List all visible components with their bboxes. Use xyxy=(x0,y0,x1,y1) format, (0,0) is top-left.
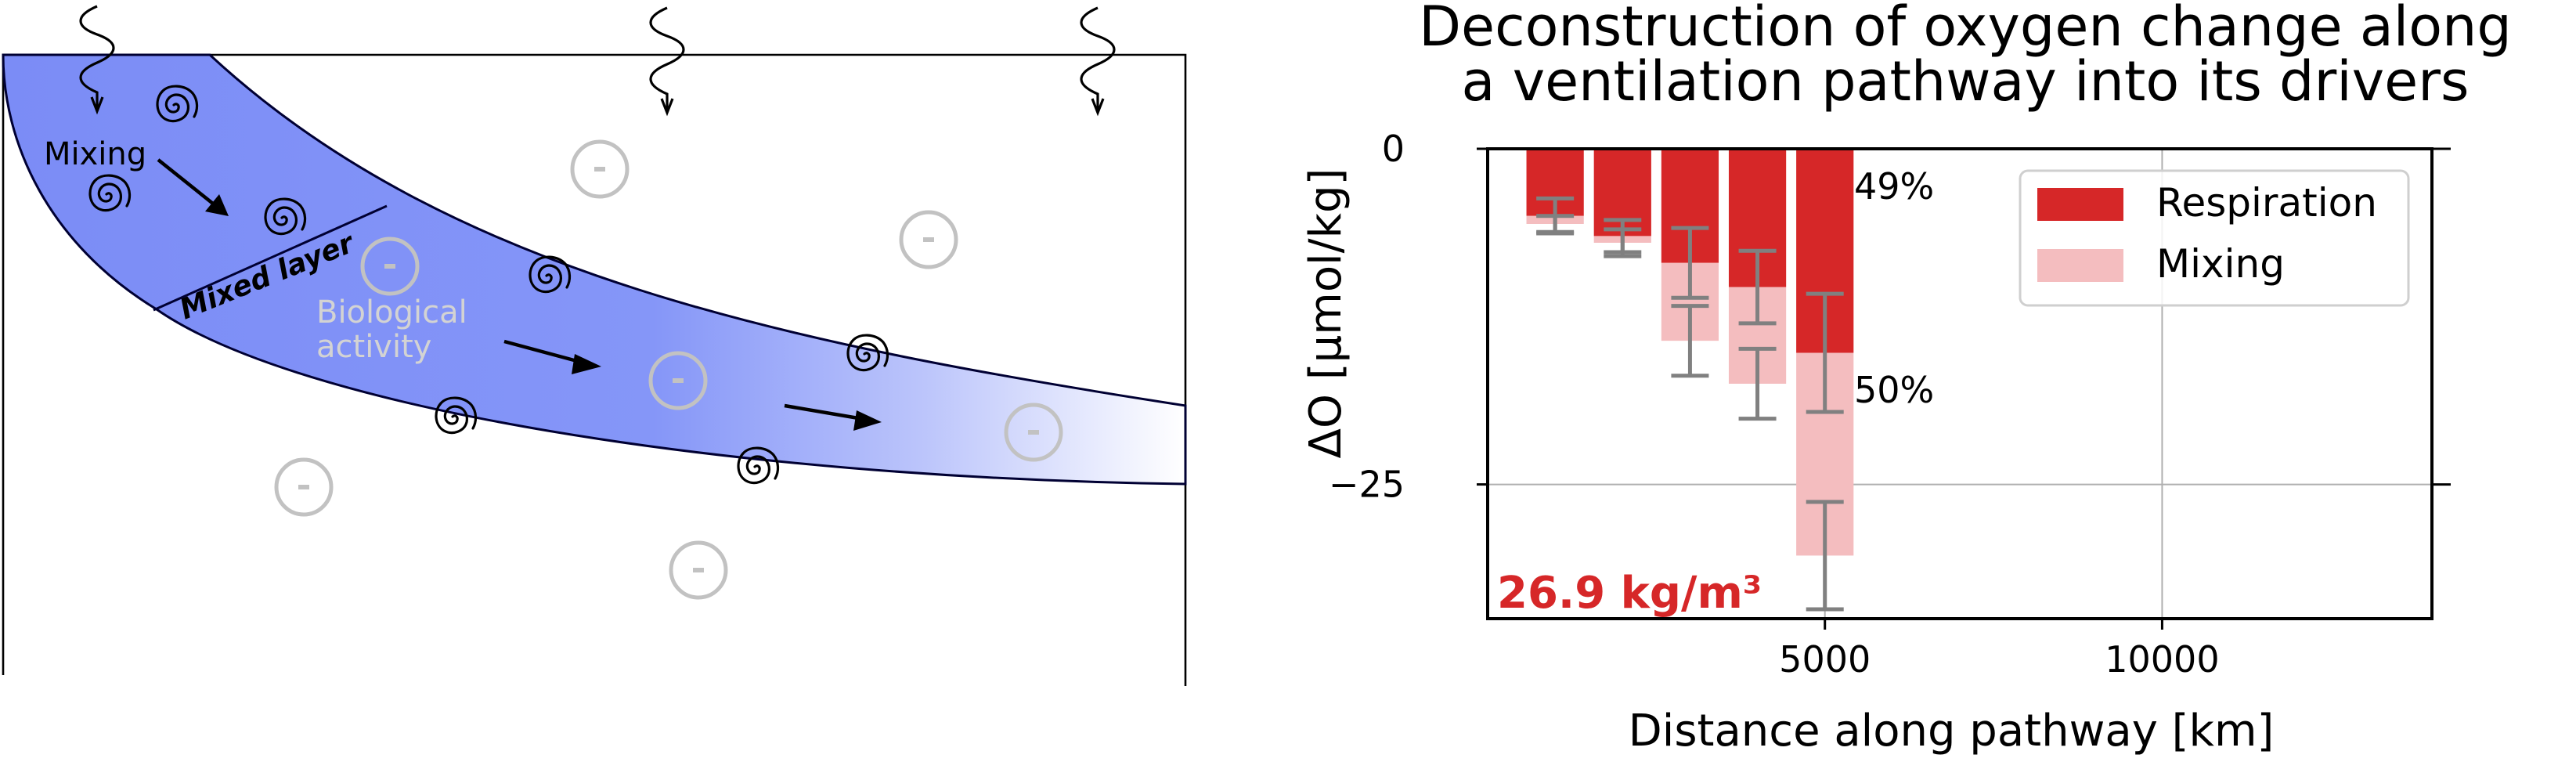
chart-title: Deconstruction of oxygen change along xyxy=(1419,0,2512,59)
consumption-icon xyxy=(572,142,627,197)
flow-arrow-icon xyxy=(784,403,882,431)
ticks: 5000 10000 0 −25 xyxy=(1329,128,2451,681)
consumption-icon xyxy=(901,212,956,267)
error-bar-respiration xyxy=(1671,226,1709,300)
error-bar-total xyxy=(1604,227,1642,258)
x-axis-label: Distance along pathway [km] xyxy=(1629,706,2275,757)
sunlight-icon xyxy=(1080,6,1116,114)
legend-swatch-mixing xyxy=(2037,249,2123,282)
y-axis-label: ΔO [μmol/kg] xyxy=(1301,168,1351,459)
error-bar-total xyxy=(1536,214,1575,234)
x-tick-label: 10000 xyxy=(2105,638,2219,681)
error-bar-respiration xyxy=(1806,291,1844,414)
chart-title: a ventilation pathway into its drivers xyxy=(1462,49,2470,114)
legend-label-respiration: Respiration xyxy=(2156,180,2377,226)
box-outline xyxy=(2,53,1187,686)
x-tick-label: 5000 xyxy=(1779,638,1871,681)
error-bar-total xyxy=(1738,346,1777,421)
sunlight-icon xyxy=(649,6,685,114)
legend: Respiration Mixing xyxy=(2019,169,2410,307)
legend-swatch-respiration xyxy=(2037,188,2123,221)
mixing-label: Mixing xyxy=(44,136,146,172)
respiration-percent: 49% xyxy=(1854,165,1934,208)
consumption-icon xyxy=(671,543,726,598)
density-label: 26.9 kg/m³ xyxy=(1497,568,1762,619)
error-bars xyxy=(1536,196,1844,612)
error-bar-total xyxy=(1671,304,1709,378)
biological-activity-label: activity xyxy=(316,329,431,365)
mixing-percent: 50% xyxy=(1854,369,1934,411)
mixed-layer-base xyxy=(153,204,388,312)
legend-label-mixing: Mixing xyxy=(2156,241,2285,287)
y-tick-label: 0 xyxy=(1382,128,1405,170)
biological-activity-label: Biological xyxy=(316,294,467,330)
flow-arrow-icon xyxy=(157,158,229,216)
error-bar-respiration xyxy=(1738,248,1777,326)
schematic-panel: Mixing Mixed layer Biological activity xyxy=(2,5,1187,686)
error-bar-total xyxy=(1806,500,1844,612)
chart-panel: Deconstruction of oxygen change along a … xyxy=(1301,0,2512,757)
plot-frame xyxy=(1486,147,2433,620)
y-tick-label: −25 xyxy=(1329,464,1405,506)
consumption-icon xyxy=(276,460,331,515)
flow-arrow-icon xyxy=(503,339,601,374)
